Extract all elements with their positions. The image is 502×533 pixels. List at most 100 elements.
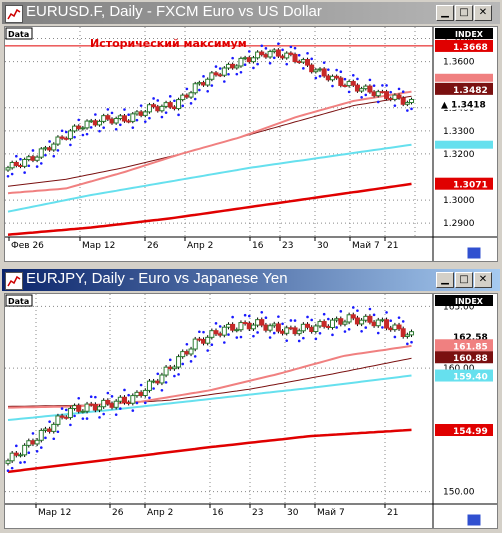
ma-cyan-line: [7, 143, 412, 213]
close-button[interactable]: ✕: [474, 5, 492, 21]
candle-body: [84, 403, 90, 412]
candle-body: [97, 406, 103, 411]
ma-dark-line: [7, 95, 412, 187]
candle-body: [267, 325, 273, 331]
candle-body: [134, 391, 140, 397]
sar-dot: [139, 104, 143, 107]
sar-dot: [331, 333, 334, 337]
minimize-icon: ▁: [441, 7, 449, 18]
candle-body: [167, 366, 173, 370]
candle-body: [288, 327, 294, 330]
sar-dot: [410, 340, 413, 344]
candle-body: [271, 49, 277, 53]
candle-body: [159, 105, 165, 112]
candle-body: [30, 156, 36, 161]
sar-dot: [218, 325, 222, 328]
sar-dot: [260, 311, 264, 314]
sar-dot: [131, 126, 135, 129]
tag-ma-cyan: 159.40: [453, 373, 488, 383]
scroll-corner-icon[interactable]: [466, 246, 482, 260]
candle-body: [142, 111, 148, 116]
candle-body: [250, 324, 256, 330]
index-tag-box[interactable]: [435, 28, 493, 39]
eurjpy-chart-panel[interactable]: 165.00 160.00 150.00 Мар 12 26 Апр 2 16 23 30 Май…: [4, 293, 498, 529]
candle-body: [271, 323, 277, 327]
scroll-corner-icon[interactable]: [466, 513, 482, 527]
tag-resistance-bg: [435, 39, 493, 52]
sar-dot: [327, 317, 330, 321]
sar-dot: [106, 108, 110, 111]
candle-body: [400, 328, 406, 337]
candle-body: [305, 323, 311, 328]
sar-dot: [168, 95, 172, 98]
sar-dot: [206, 89, 209, 93]
date-axis-label: 16: [212, 508, 224, 518]
price-axis-label: 1.3000: [443, 196, 475, 206]
close-button[interactable]: ✕: [474, 272, 492, 288]
date-axis-label: 21: [387, 508, 398, 518]
sar-dot: [223, 341, 226, 344]
eurjpy-title-bar[interactable]: EURJPY, Daily - Euro vs Japanese Yen ▁ □…: [2, 269, 500, 291]
candle-body: [76, 125, 82, 130]
eurusd-title-bar[interactable]: EURUSD.F, Daily - FXCM Euro vs US Dollar…: [2, 2, 500, 24]
minimize-button[interactable]: ▁: [436, 5, 454, 21]
sar-dot: [48, 420, 51, 423]
sar-dot: [27, 164, 31, 168]
candle-body: [176, 356, 182, 368]
maximize-button[interactable]: □: [455, 5, 473, 21]
candle-body: [234, 329, 240, 332]
candle-body: [151, 104, 157, 108]
sar-dot: [385, 311, 388, 314]
minimize-button[interactable]: ▁: [436, 272, 454, 288]
candle-body: [80, 410, 86, 413]
sar-dot: [35, 449, 39, 453]
candle-body: [396, 324, 402, 330]
candle-body: [22, 444, 28, 456]
sar-dot: [285, 62, 289, 66]
price-axis-label: 1.3300: [443, 127, 475, 137]
eurjpy-chart[interactable]: 165.00 160.00 150.00 Мар 12 26 Апр 2 16 23 30 Май…: [5, 294, 497, 528]
data-tag-label: Data: [8, 297, 29, 306]
candle-body: [342, 84, 348, 87]
sar-dot: [364, 93, 368, 97]
date-axis-label: 30: [287, 508, 299, 518]
sar-dot: [106, 391, 110, 395]
candle-body: [404, 102, 410, 105]
data-tag-box[interactable]: [5, 294, 33, 307]
data-tag-box[interactable]: [5, 27, 33, 40]
index-tag-box[interactable]: [435, 295, 493, 306]
sar-dot: [189, 102, 193, 105]
candle-body: [51, 423, 57, 432]
candle-body: [101, 399, 107, 408]
candle-body: [296, 61, 302, 64]
candle-body: [109, 118, 115, 124]
sar-dot: [6, 469, 10, 473]
candle-body: [388, 97, 394, 100]
eurjpy-chart-window[interactable]: EURJPY, Daily - Euro vs Japanese Yen ▁ □…: [0, 267, 502, 533]
maximize-button[interactable]: □: [455, 272, 473, 288]
sar-dot: [306, 51, 309, 55]
candle-body: [359, 88, 365, 92]
eurusd-chart[interactable]: 1.37001.36001.34001.33001.32001.30001.29…: [5, 27, 497, 261]
sar-dot: [210, 343, 214, 346]
candle-body: [213, 72, 219, 76]
eurusd-chart-panel[interactable]: 1.37001.36001.34001.33001.32001.30001.29…: [4, 26, 498, 262]
candle-body: [163, 102, 169, 107]
candle-body: [88, 120, 94, 123]
candle-body: [59, 136, 65, 139]
sar-dot: [10, 172, 14, 176]
candle-body: [263, 324, 269, 331]
candle-body: [367, 315, 373, 323]
candle-body: [280, 330, 286, 334]
chart-app-icon[interactable]: [5, 5, 23, 23]
eurusd-chart-window[interactable]: EURUSD.F, Daily - FXCM Euro vs US Dollar…: [0, 0, 502, 266]
sar-dot: [364, 326, 368, 329]
sar-dot: [356, 309, 359, 312]
sar-dot: [331, 84, 334, 88]
chart-app-icon[interactable]: [5, 272, 23, 290]
sar-dot: [31, 149, 35, 152]
sar-dot: [314, 76, 318, 80]
sar-dot: [148, 116, 151, 120]
sar-dot: [272, 331, 276, 335]
candle-body: [305, 59, 311, 66]
